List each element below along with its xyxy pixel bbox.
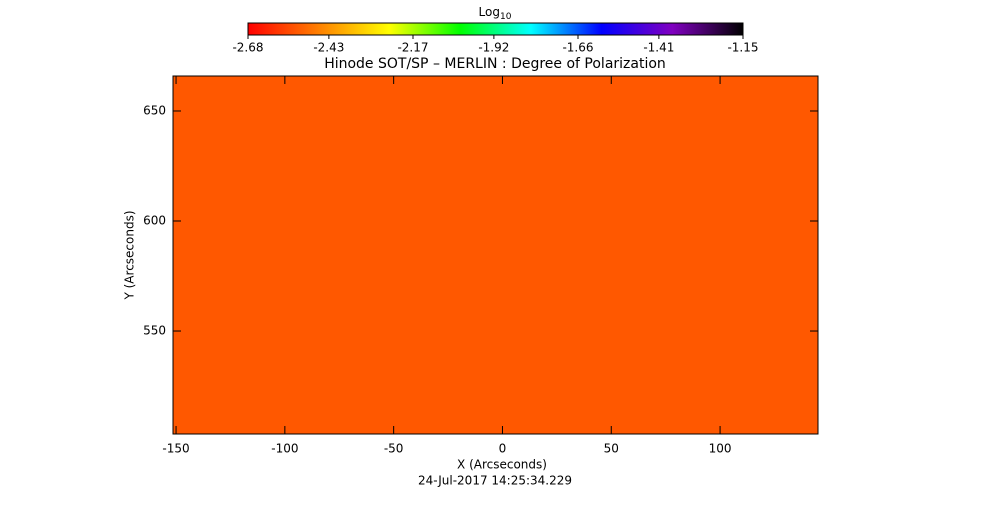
colorbar-label: Log10 [479, 5, 512, 22]
colorbar-tick-label: -1.15 [727, 41, 758, 55]
timestamp: 24-Jul-2017 14:25:34.229 [418, 474, 572, 488]
colorbar-label-base: Log [479, 5, 500, 19]
x-tick-label: 100 [709, 442, 732, 456]
colorbar-label-subscript: 10 [500, 12, 512, 22]
colorbar-tick-label: -1.66 [562, 41, 593, 55]
x-tick-label: -150 [162, 442, 189, 456]
x-tick-label: -100 [271, 442, 298, 456]
y-tick-label: 650 [143, 103, 166, 117]
heatmap-image [173, 76, 818, 434]
chart-title: Hinode SOT/SP – MERLIN : Degree of Polar… [324, 56, 666, 72]
x-axis-label: X (Arcseconds) [457, 458, 547, 472]
y-axis-label: Y (Arcseconds) [123, 210, 137, 300]
colorbar-tick-label: -2.17 [397, 41, 428, 55]
plot-frame [172, 75, 819, 435]
colorbar-tick-label: -2.43 [313, 41, 344, 55]
x-tick-label: -50 [384, 442, 404, 456]
colorbar-tick-label: -1.92 [478, 41, 509, 55]
colorbar-tick-label: -2.68 [232, 41, 263, 55]
colorbar [247, 22, 744, 36]
colorbar-tick-label: -1.41 [643, 41, 674, 55]
y-tick-label: 550 [143, 324, 166, 338]
x-tick-label: 0 [499, 442, 507, 456]
y-tick-label: 600 [143, 214, 166, 228]
x-tick-label: 50 [604, 442, 619, 456]
